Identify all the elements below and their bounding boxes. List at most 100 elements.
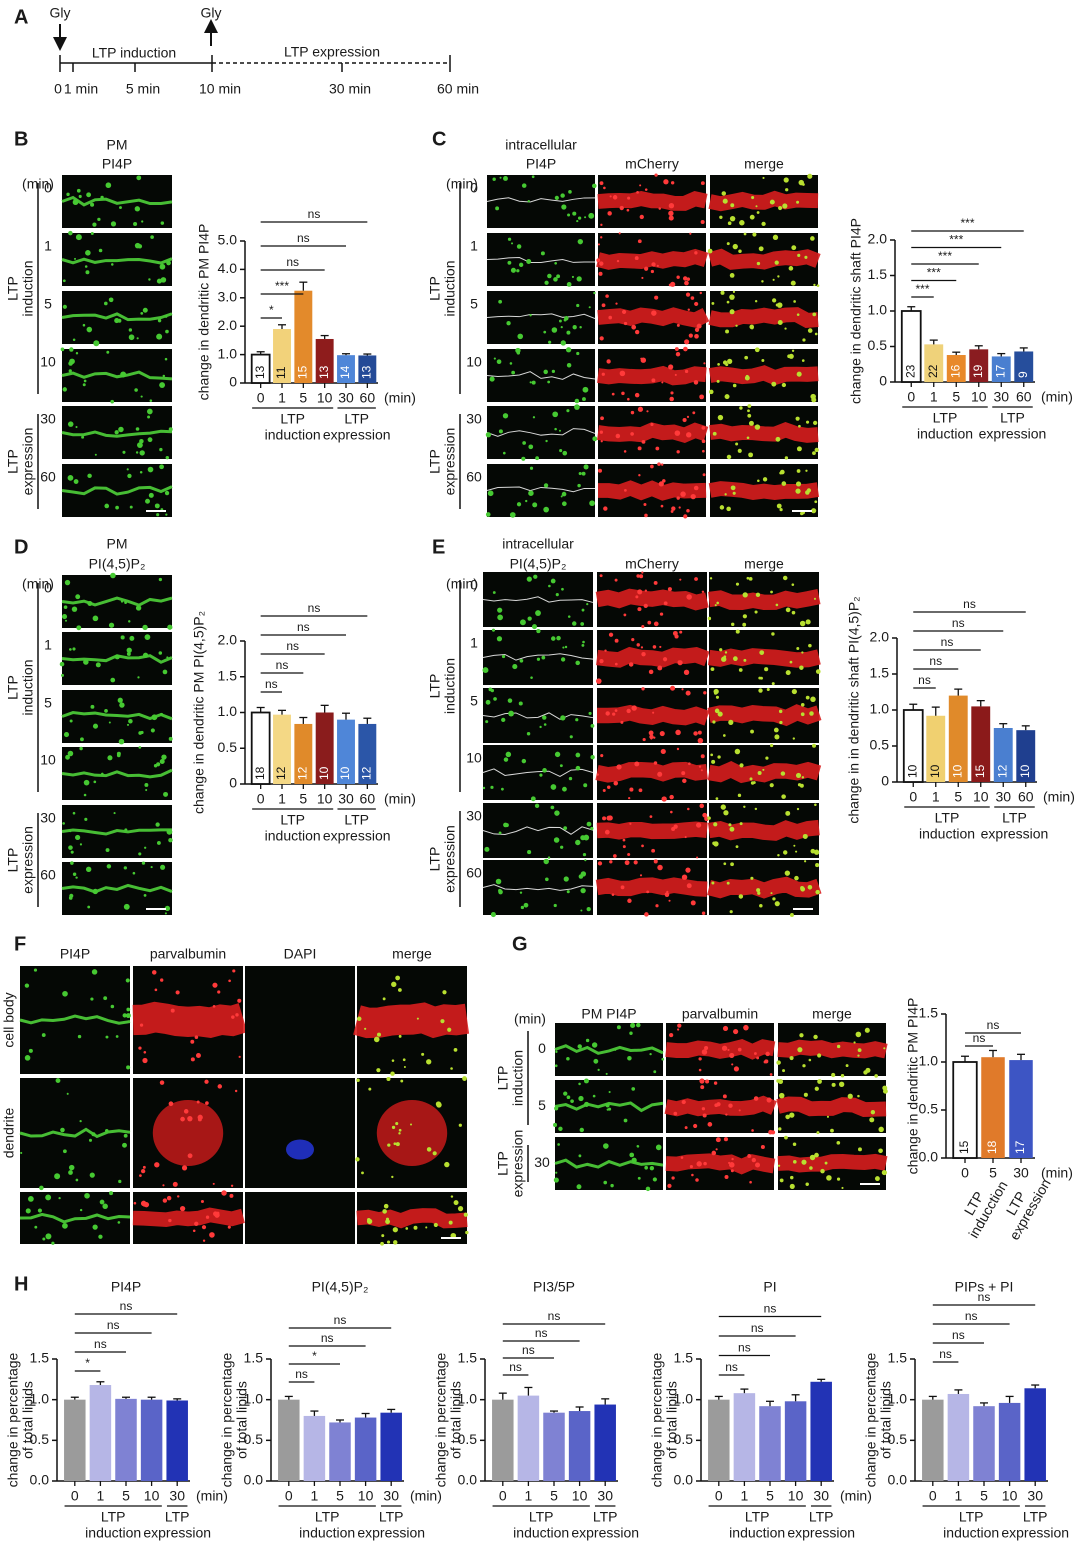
column-header: PI(4,5)P₂: [89, 556, 146, 572]
micrograph-dot: [108, 297, 114, 303]
micrograph-dot: [744, 375, 750, 381]
column-header: PI4P: [60, 946, 90, 962]
micrograph-dot: [667, 1183, 672, 1188]
micrograph-dot: [681, 1099, 686, 1105]
micrograph-dot: [812, 312, 817, 317]
micrograph-dot: [560, 715, 566, 721]
micrograph-dot: [126, 651, 131, 656]
micrograph-dot: [626, 208, 630, 212]
micrograph-dot: [577, 216, 582, 220]
bar: [89, 1385, 112, 1481]
micrograph-dot: [727, 221, 732, 226]
micrograph-dot: [553, 1177, 559, 1183]
micrograph-dot: [562, 786, 567, 792]
micrograph-dot: [78, 194, 82, 199]
micrograph-dot: [731, 622, 735, 627]
micrograph-dot: [500, 787, 504, 791]
group-label: LTP: [1002, 810, 1027, 826]
micrograph-dot: [754, 807, 758, 811]
micrograph-dot: [150, 866, 153, 869]
micrograph-dot: [817, 1079, 822, 1084]
y-axis-label: change in dendritic PM PI(4,5)P₂: [191, 611, 207, 814]
micrograph-dot: [485, 720, 489, 724]
micrograph-dot: [578, 471, 582, 476]
micrograph-dot: [519, 658, 524, 663]
bar: [294, 723, 313, 784]
micrograph-dot: [600, 754, 604, 758]
micrograph-dot: [853, 1041, 856, 1044]
micrograph-dot: [526, 576, 532, 582]
micrograph-dot: [190, 1039, 195, 1044]
x-tick-label: 30: [1013, 1165, 1029, 1181]
bar: [492, 1399, 514, 1481]
group-label: LTP: [1023, 1509, 1048, 1525]
micrograph-dot: [106, 864, 112, 869]
group-label: expression: [20, 428, 36, 496]
micrograph: [487, 175, 595, 228]
micrograph-dot: [748, 452, 754, 458]
micrograph-dot: [83, 779, 90, 786]
bar: [337, 355, 355, 383]
y-axis-label: of total lipids: [234, 1381, 250, 1459]
y-tick-label: 0.0: [30, 1472, 50, 1488]
micrograph-dot: [142, 1057, 148, 1064]
micrograph-signal: [61, 370, 173, 381]
x-tick-label: 5: [766, 1488, 774, 1504]
micrograph-dot: [802, 833, 808, 839]
bar: [973, 1406, 995, 1481]
y-tick-label: 1.5: [868, 266, 888, 282]
micrograph-dot: [176, 1195, 180, 1198]
micrograph-dot: [75, 594, 81, 600]
micrograph-signal: [19, 1127, 131, 1139]
micrograph-dot: [138, 746, 142, 749]
micrograph-dot: [143, 1202, 150, 1208]
micrograph-dot: [117, 697, 123, 703]
micrograph-dot: [836, 1044, 841, 1049]
micrograph-dot: [398, 1132, 401, 1135]
micrograph-dot: [636, 643, 640, 647]
micrograph-dot: [528, 444, 534, 450]
micrograph-dot: [751, 1157, 756, 1163]
micrograph-dot: [670, 510, 674, 513]
micrograph-dot: [636, 574, 640, 578]
micrograph-dot: [746, 436, 750, 440]
micrograph-dot: [509, 362, 513, 365]
micrograph-dot: [695, 1178, 699, 1182]
micrograph-dot: [444, 1161, 450, 1168]
micrograph-dot: [650, 464, 654, 469]
micrograph-dot: [807, 173, 813, 179]
micrograph-dot: [116, 751, 121, 756]
micrograph-dot: [723, 810, 729, 816]
x-tick-label: 5: [980, 1488, 988, 1504]
micrograph-dot: [395, 1142, 400, 1147]
micrograph-dot: [147, 437, 153, 443]
bar: [337, 719, 355, 784]
micrograph-dot: [784, 456, 789, 460]
micrograph-dot: [577, 483, 581, 488]
micrograph-dot: [713, 822, 718, 827]
micrograph-dot: [638, 474, 641, 477]
x-tick-label: 60: [1018, 789, 1034, 805]
micrograph-dot: [702, 1113, 707, 1118]
micrograph-signal: [707, 761, 822, 784]
micrograph-dot: [693, 485, 699, 491]
micrograph-dot: [45, 1194, 52, 1201]
micrograph-dot: [700, 754, 705, 759]
micrograph-dot: [654, 295, 659, 300]
micrograph-dot: [487, 490, 494, 497]
micrograph-dot: [729, 215, 736, 222]
micrograph-dot: [669, 1032, 674, 1038]
micrograph-dot: [554, 810, 560, 816]
micrograph-dot: [778, 205, 783, 211]
bar-count: 23: [903, 364, 917, 378]
micrograph-dot: [679, 630, 683, 634]
x-tick-label: 10: [788, 1488, 804, 1504]
y-tick-label: 5.0: [218, 232, 238, 248]
micrograph-dot: [147, 408, 153, 415]
micrograph-dot: [527, 850, 532, 855]
micrograph-dot: [765, 756, 769, 760]
micrograph-dot: [165, 455, 170, 460]
micrograph-dot: [801, 776, 805, 779]
micrograph-dot: [519, 262, 524, 267]
y-tick-label: 2.0: [868, 231, 888, 247]
